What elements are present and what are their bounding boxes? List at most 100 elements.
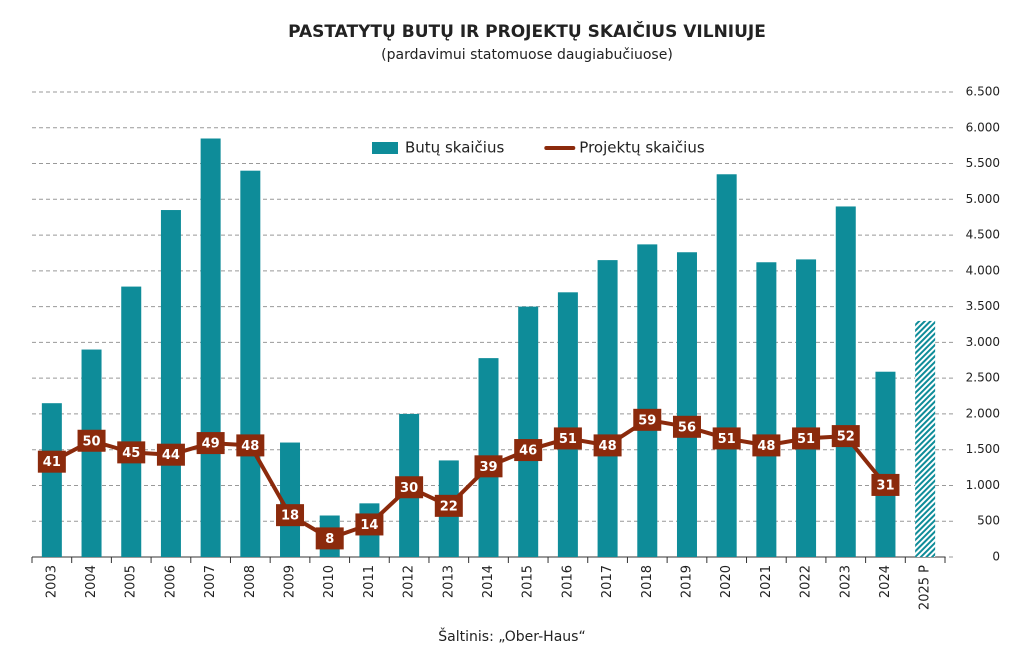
line-marker [871, 473, 900, 496]
bar [796, 259, 817, 557]
bar [835, 206, 856, 557]
line-marker [276, 504, 305, 527]
bar [716, 174, 737, 557]
x-tick-label: 2007 [203, 565, 218, 598]
x-tick-label: 2009 [283, 565, 298, 598]
line-marker [672, 415, 701, 438]
line-marker [395, 476, 424, 499]
x-tick-label: 2023 [838, 565, 853, 598]
line-marker [553, 427, 582, 450]
data-label: 59 [638, 413, 656, 428]
y-tick-label: 500 [977, 514, 1000, 528]
legend-label: Butų skaičius [405, 139, 504, 157]
bar [200, 138, 221, 557]
x-tick-label: 2005 [124, 565, 139, 598]
line-marker [712, 427, 741, 450]
x-tick-label: 2017 [600, 565, 615, 598]
data-label: 39 [479, 460, 497, 475]
x-tick-label: 2024 [878, 565, 893, 598]
data-label: 52 [837, 430, 855, 445]
data-label: 46 [519, 444, 537, 459]
line-marker [752, 434, 781, 457]
x-tick-label: 2010 [322, 565, 337, 598]
bar [280, 442, 301, 557]
data-label: 22 [440, 499, 458, 514]
bar [557, 292, 578, 557]
line-marker [77, 429, 106, 452]
legend-swatch [372, 142, 398, 154]
x-tick-label: 2004 [84, 565, 99, 598]
x-tick-label: 2025 P [918, 565, 933, 610]
line-marker [37, 450, 66, 473]
line-marker [633, 408, 662, 431]
data-label: 8 [325, 532, 334, 547]
y-tick-label: 5.000 [966, 192, 1000, 206]
y-tick-label: 6.000 [966, 120, 1000, 134]
y-tick-label: 3.000 [966, 335, 1000, 349]
chart-subtitle: (pardavimui statomuose daugiabučiuose) [381, 47, 673, 63]
data-label: 51 [559, 432, 577, 447]
data-label: 41 [43, 455, 61, 470]
bar [875, 371, 896, 557]
data-label: 48 [757, 439, 775, 454]
x-tick-label: 2021 [759, 565, 774, 598]
bar [597, 260, 618, 557]
x-tick-label: 2008 [243, 565, 258, 598]
data-label: 48 [241, 439, 259, 454]
data-label: 51 [797, 432, 815, 447]
x-tick-label: 2003 [44, 565, 59, 598]
data-label: 14 [360, 518, 378, 533]
x-tick-label: 2006 [163, 565, 178, 598]
bar [160, 210, 181, 558]
data-label: 30 [400, 481, 418, 496]
line-marker [236, 434, 265, 457]
line-marker [792, 427, 821, 450]
line-marker [315, 527, 344, 550]
x-tick-label: 2019 [679, 565, 694, 598]
data-label: 48 [599, 439, 617, 454]
x-tick-label: 2020 [719, 565, 734, 598]
x-tick-label: 2014 [481, 565, 496, 598]
data-label: 49 [202, 437, 220, 452]
bar [518, 306, 539, 557]
x-tick-label: 2013 [441, 565, 456, 598]
data-label: 51 [718, 432, 736, 447]
data-label: 56 [678, 420, 696, 435]
line-marker [514, 439, 543, 462]
bar [240, 170, 261, 557]
chart-title: PASTATYTŲ BUTŲ IR PROJEKTŲ SKAIČIUS VILN… [288, 20, 766, 42]
line-marker [434, 494, 463, 517]
line-marker [831, 425, 860, 448]
x-tick-label: 2012 [402, 565, 417, 598]
data-label: 18 [281, 509, 299, 524]
source-note: Šaltinis: „Ober-Haus“ [438, 627, 585, 645]
line-marker [156, 443, 185, 466]
line-marker [196, 432, 225, 455]
line-marker [474, 455, 503, 478]
line-marker [117, 441, 146, 464]
x-tick-label: 2016 [560, 565, 575, 598]
y-tick-label: 6.500 [966, 85, 1000, 99]
x-tick-label: 2022 [799, 565, 814, 598]
line-marker [593, 434, 622, 457]
y-tick-label: 1.500 [966, 442, 1000, 456]
bar [676, 252, 697, 557]
line [50, 417, 888, 541]
y-tick-label: 2.500 [966, 371, 1000, 385]
x-tick-label: 2015 [521, 565, 536, 598]
y-tick-label: 4.000 [966, 263, 1000, 277]
y-tick-label: 0 [992, 550, 1000, 564]
x-tick-label: 2011 [362, 565, 377, 598]
bar [915, 320, 936, 557]
legend-label: Projektų skaičius [579, 139, 705, 157]
y-tick-label: 1.000 [966, 478, 1000, 492]
data-label: 50 [82, 434, 100, 449]
data-label: 45 [122, 446, 140, 461]
bar [121, 286, 142, 557]
y-tick-label: 3.500 [966, 299, 1000, 313]
data-label: 31 [876, 478, 894, 493]
bar [756, 262, 777, 557]
line-marker [355, 513, 384, 536]
x-tick-label: 2018 [640, 565, 655, 598]
